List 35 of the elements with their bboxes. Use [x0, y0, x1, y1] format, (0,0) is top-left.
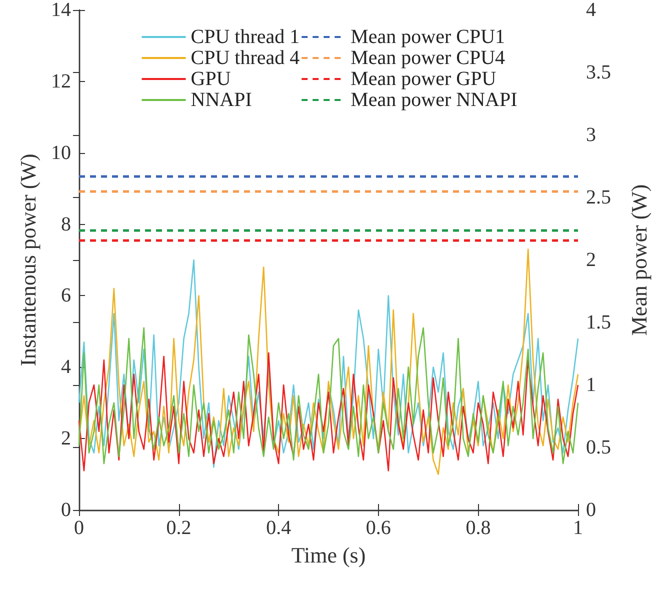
legend-label: Mean power NNAPI — [350, 89, 518, 111]
legend-label: CPU thread 4 — [190, 47, 300, 69]
y-tick-label: 10 — [51, 142, 71, 164]
legend-label: Mean power GPU — [350, 68, 497, 90]
x-tick-label: 0.6 — [366, 517, 391, 539]
y2-tick-label: 0.5 — [586, 436, 611, 458]
y-tick-label: 6 — [61, 284, 71, 307]
legend-label: NNAPI — [190, 89, 252, 111]
legend-label: Mean power CPU1 — [350, 26, 506, 48]
line-series — [78, 327, 579, 464]
y2-tick-label: 2 — [586, 249, 596, 271]
y2-tick-label: 2.5 — [586, 186, 611, 208]
y2-tick-label: 4 — [586, 0, 596, 21]
y2-tick-label: 3.5 — [586, 62, 611, 84]
y-tick-label: 14 — [51, 0, 71, 21]
y-tick-label: 0 — [61, 499, 71, 521]
y2-tick-label: 3 — [586, 124, 596, 146]
x-axis-title: Time (s) — [291, 542, 366, 568]
y-tick-label: 8 — [61, 213, 71, 236]
y-tick-label: 4 — [61, 356, 71, 378]
x-tick-label: 1 — [573, 517, 583, 539]
x-tick-label: 0.8 — [466, 517, 491, 539]
y2-tick-label: 1.5 — [586, 312, 611, 334]
y-tick-label: 12 — [51, 70, 71, 92]
y2-tick-label: 0 — [586, 499, 596, 521]
y-tick-label: 2 — [61, 428, 71, 450]
legend-label: Mean power CPU4 — [350, 47, 506, 69]
legend-label: GPU — [190, 68, 232, 90]
x-tick-label: 0.4 — [266, 517, 292, 539]
y2-axis-title: Mean power (W) — [626, 184, 652, 336]
line-series — [78, 352, 579, 472]
y2-tick-label: 1 — [586, 374, 596, 396]
x-tick-label: 0.2 — [166, 517, 192, 539]
y-axis-title: Instantenous power (W) — [16, 154, 40, 366]
legend-label: CPU thread 1 — [190, 26, 300, 48]
